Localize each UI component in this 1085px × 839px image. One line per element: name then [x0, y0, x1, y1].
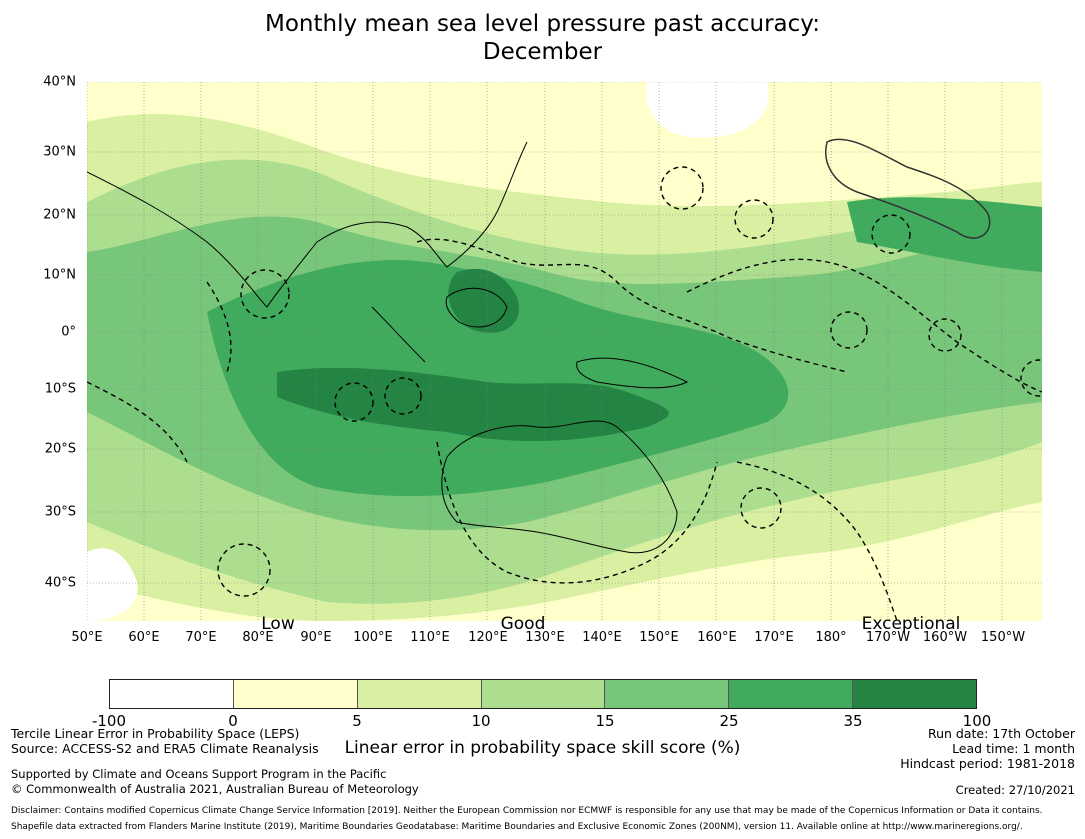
lat-label-0: 0° [61, 324, 76, 340]
shapefile-text: Shapefile data extracted from Flanders M… [11, 822, 1023, 832]
lon-label-100e: 100°E [353, 630, 393, 645]
lon-label-140e: 140°E [582, 630, 622, 645]
run-date: Run date: 17th October [927, 726, 1075, 741]
lon-label-150e: 150°E [639, 630, 679, 645]
map-title-line2: December [482, 39, 603, 65]
coast-new-guinea [576, 357, 689, 389]
lat-label-40s: 40°S [44, 575, 76, 591]
eez-solid-boundary [825, 138, 991, 239]
colorbar-segment-5-10 [357, 680, 482, 708]
coastlines [87, 141, 689, 554]
method-text: Tercile Linear Error in Probability Spac… [11, 726, 300, 741]
lon-label-160e: 160°E [697, 630, 737, 645]
lon-label-50e: 50°E [71, 630, 103, 645]
colorbar-segment-35-100 [853, 680, 977, 708]
colorbar-tick-neg100: -100 [91, 712, 127, 730]
eez-islands [217, 166, 1042, 597]
colorbar [109, 679, 977, 709]
lon-label-170e: 170°E [754, 630, 794, 645]
lat-label-20n: 20°N [43, 207, 76, 223]
lat-label-30s: 30°S [44, 504, 76, 520]
coast-sumatra [371, 306, 426, 363]
colorbar-tick-0: 0 [228, 712, 238, 730]
lon-label-130e: 130°E [525, 630, 565, 645]
hindcast-period: Hindcast period: 1981-2018 [900, 756, 1075, 771]
category-good: Good [500, 614, 546, 634]
colorbar-tick-100: 100 [962, 712, 992, 730]
colorbar-segment-15-25 [605, 680, 730, 708]
colorbar-tick-35: 35 [843, 712, 863, 730]
map-title-line1: Monthly mean sea level pressure past acc… [265, 11, 820, 37]
lon-label-110e: 110°E [410, 630, 450, 645]
colorbar-tick-5: 5 [352, 712, 362, 730]
skill-zone-25-35 [207, 260, 789, 497]
lon-label-120e: 120°E [468, 630, 508, 645]
created-date: Created: 27/10/2021 [955, 783, 1075, 797]
coast-borneo [445, 287, 508, 328]
skill-zone-35-100 [277, 367, 669, 442]
colorbar-segment-10-15 [481, 680, 606, 708]
lat-label-10n: 10°N [43, 267, 76, 283]
lon-label-180: 180° [815, 630, 847, 645]
lon-label-90e: 90°E [300, 630, 332, 645]
category-exceptional: Exceptional [861, 614, 961, 634]
skill-map-canvas [87, 82, 1042, 621]
lon-label-150w: 150°W [980, 630, 1026, 645]
eez-boundaries [87, 238, 1042, 621]
lat-label-20s: 20°S [44, 441, 76, 457]
colorbar-tick-10: 10 [471, 712, 491, 730]
lat-label-40n: 40°N [43, 74, 76, 90]
lon-label-80e: 80°E [242, 630, 274, 645]
coast-asia [87, 141, 528, 308]
skill-zone-35-100-north [448, 268, 519, 333]
skill-map [87, 82, 1042, 621]
colorbar-tick-15: 15 [595, 712, 615, 730]
category-low: Low [261, 614, 295, 634]
colorbar-segment-25-35 [729, 680, 854, 708]
copyright-text: © Commonwealth of Australia 2021, Austra… [11, 782, 419, 796]
colorbar-label: Linear error in probability space skill … [344, 738, 741, 758]
lon-label-60e: 60°E [128, 630, 160, 645]
colorbar-segment-0-5 [233, 680, 358, 708]
coast-australia [441, 420, 678, 554]
lead-time: Lead time: 1 month [952, 741, 1075, 756]
colorbar-tick-25: 25 [719, 712, 739, 730]
lat-label-10s: 10°S [44, 381, 76, 397]
lon-label-70e: 70°E [185, 630, 217, 645]
support-text: Supported by Climate and Oceans Support … [11, 767, 387, 781]
source-text: Source: ACCESS-S2 and ERA5 Climate Reana… [11, 741, 319, 756]
skill-zone-below-zero [646, 82, 769, 138]
lon-label-170w: 170°W [865, 630, 911, 645]
lon-label-160w: 160°W [922, 630, 968, 645]
disclaimer-text: Disclaimer: Contains modified Copernicus… [11, 806, 1043, 816]
skill-zone-below-zero-south [87, 548, 138, 621]
lat-label-30n: 30°N [43, 144, 76, 160]
colorbar-segment-neg100-0 [110, 680, 234, 708]
